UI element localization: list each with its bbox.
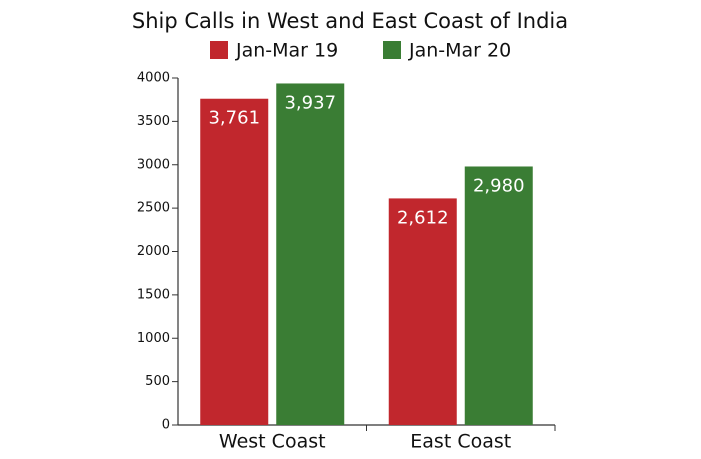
bar: [276, 83, 345, 426]
y-tick-label: 2000: [137, 244, 170, 259]
value-label: 3,761: [208, 108, 260, 129]
chart-title: Ship Calls in West and East Coast of Ind…: [132, 9, 568, 33]
value-label: 2,612: [397, 207, 449, 228]
legend-label: Jan-Mar 20: [408, 40, 511, 62]
y-tick-label: 500: [145, 374, 170, 389]
bar: [388, 198, 457, 425]
y-tick-label: 2500: [137, 201, 170, 216]
y-tick-label: 3500: [137, 114, 170, 129]
legend-label: Jan-Mar 19: [235, 40, 338, 62]
y-tick-label: 3000: [137, 157, 170, 172]
y-tick-label: 1000: [137, 331, 170, 346]
x-tick-label: West Coast: [219, 431, 326, 453]
x-tick-label: East Coast: [410, 431, 511, 453]
value-label: 2,980: [473, 175, 525, 196]
y-tick-label: 0: [162, 418, 170, 433]
legend-swatch: [210, 41, 228, 59]
y-tick-label: 1500: [137, 287, 170, 302]
bar: [464, 166, 533, 426]
bar: [200, 98, 269, 426]
value-label: 3,937: [284, 92, 336, 113]
y-tick-label: 4000: [137, 71, 170, 86]
legend-swatch: [383, 41, 401, 59]
